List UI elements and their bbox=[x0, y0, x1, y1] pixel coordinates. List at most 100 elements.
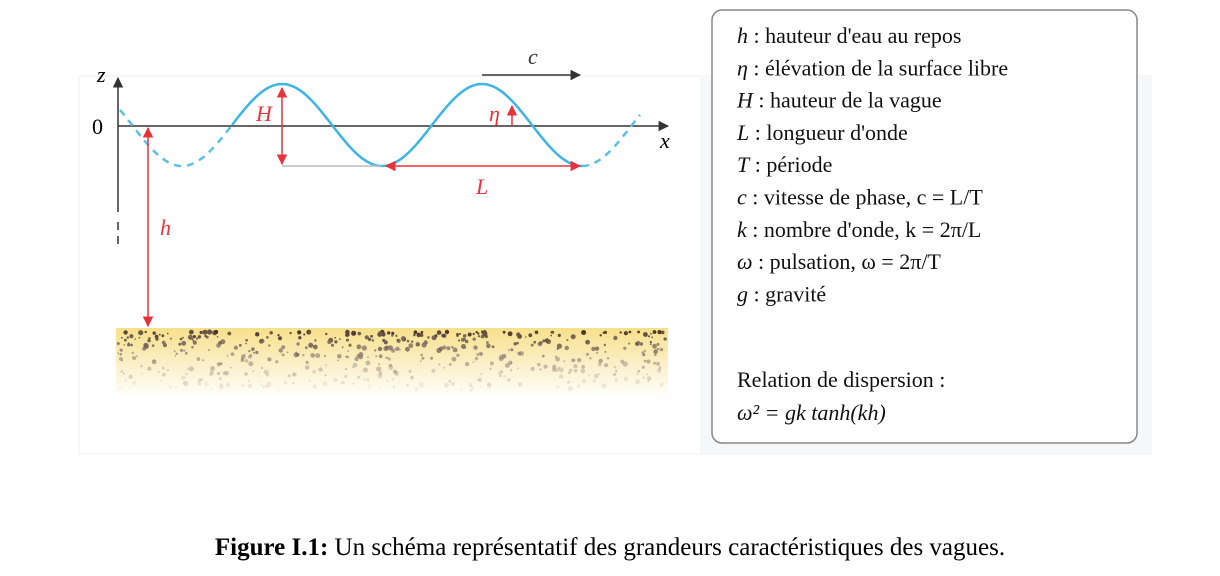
sediment-dot bbox=[623, 377, 628, 381]
sediment-dot bbox=[464, 361, 470, 367]
sediment-dot bbox=[174, 386, 178, 389]
sediment-dot bbox=[151, 359, 157, 365]
sediment-dot bbox=[200, 377, 204, 381]
sediment-dot bbox=[138, 330, 144, 336]
legend-item: g : gravité bbox=[737, 281, 826, 306]
sediment-dot bbox=[459, 387, 463, 391]
legend-text: : élévation de la surface libre bbox=[748, 55, 1008, 80]
sediment-dot bbox=[517, 382, 523, 387]
sediment-dot bbox=[395, 334, 398, 337]
sediment-dot bbox=[344, 367, 348, 371]
sediment-dot bbox=[653, 349, 658, 355]
sediment-dot bbox=[131, 351, 134, 354]
sediment-dot bbox=[259, 338, 264, 344]
sediment-dot bbox=[192, 335, 196, 339]
sediment-dot bbox=[346, 338, 349, 342]
sediment-dot bbox=[613, 366, 617, 369]
sediment-dot bbox=[303, 333, 306, 336]
sediment-dot bbox=[571, 358, 576, 363]
sediment-dot bbox=[622, 361, 628, 367]
sediment-dot bbox=[657, 368, 662, 373]
sediment-dot bbox=[292, 372, 296, 377]
sediment-dot bbox=[210, 387, 213, 390]
sediment-dot bbox=[267, 357, 272, 362]
eta-label: η bbox=[489, 101, 500, 126]
sediment-dot bbox=[421, 342, 427, 348]
sediment-dot bbox=[248, 354, 252, 359]
sediment-dot bbox=[564, 345, 569, 351]
sediment-dot bbox=[352, 382, 355, 385]
sediment-dot bbox=[266, 381, 272, 387]
sediment-dot bbox=[124, 338, 127, 342]
sediment-dot bbox=[318, 367, 323, 372]
sediment-dot bbox=[183, 349, 186, 352]
sediment-dot bbox=[556, 343, 563, 349]
sediment-dot bbox=[289, 331, 292, 335]
sediment-dot bbox=[262, 340, 265, 343]
sediment-dot bbox=[420, 330, 424, 334]
sediment-dot bbox=[551, 330, 555, 334]
sediment-dot bbox=[589, 357, 592, 360]
sediment-dot bbox=[304, 365, 310, 370]
sediment-dot bbox=[601, 383, 607, 389]
sediment-dot bbox=[191, 345, 194, 349]
sediment-dot bbox=[477, 378, 480, 382]
sediment-dot bbox=[559, 374, 564, 379]
sediment-dot bbox=[192, 339, 195, 342]
sediment-dot bbox=[325, 332, 328, 336]
sediment-dot bbox=[516, 332, 521, 337]
sediment-dot bbox=[477, 377, 483, 383]
sediment-dot bbox=[361, 345, 367, 351]
legend-item: k : nombre d'onde, k = 2π/L bbox=[737, 217, 981, 242]
sediment-dot bbox=[592, 379, 596, 383]
sediment-dot bbox=[278, 348, 283, 353]
legend-symbol: h bbox=[737, 23, 748, 48]
sediment-dot bbox=[147, 338, 151, 343]
sediment-dot bbox=[641, 351, 645, 355]
sediment-dot bbox=[356, 387, 359, 389]
sediment-dot bbox=[456, 334, 459, 337]
sediment-dot bbox=[508, 349, 510, 352]
sediment-dot bbox=[157, 371, 160, 374]
sediment-dot bbox=[315, 353, 321, 358]
sediment-dot bbox=[566, 380, 571, 384]
sediment-dot bbox=[296, 342, 300, 346]
sediment-dot bbox=[175, 352, 178, 355]
legend-symbol: η bbox=[737, 55, 748, 80]
legend-text: : longueur d'onde bbox=[749, 120, 908, 145]
sediment-dot bbox=[421, 356, 425, 360]
sediment-dot bbox=[603, 330, 608, 334]
sediment-dot bbox=[394, 370, 399, 376]
sediment-dot bbox=[334, 336, 337, 339]
sediment-dot bbox=[144, 330, 147, 334]
legend-text: : hauteur de la vague bbox=[753, 88, 942, 113]
sediment-dot bbox=[418, 382, 424, 388]
sediment-dot bbox=[335, 340, 337, 343]
sediment-dot bbox=[119, 348, 123, 352]
sediment-dot bbox=[364, 335, 369, 340]
sediment-dot bbox=[367, 337, 372, 341]
sediment-dot bbox=[323, 354, 326, 357]
sediment-dot bbox=[287, 374, 291, 378]
sediment-dot bbox=[130, 343, 134, 347]
sediment-dot bbox=[244, 372, 249, 376]
sediment-dot bbox=[202, 359, 205, 362]
sediment-dot bbox=[570, 387, 574, 390]
sediment-dot bbox=[354, 356, 359, 362]
sediment-dot bbox=[569, 368, 573, 372]
sediment-dot bbox=[506, 377, 511, 382]
sediment-dot bbox=[557, 333, 561, 337]
sediment-dot bbox=[378, 387, 381, 390]
sediment-dot bbox=[591, 346, 596, 352]
sediment-dot bbox=[197, 335, 202, 339]
sediment-dot bbox=[464, 346, 467, 349]
sediment-dot bbox=[174, 355, 177, 357]
sediment-dot bbox=[647, 335, 651, 338]
sediment-dot bbox=[252, 370, 255, 372]
sediment-dot bbox=[386, 379, 389, 382]
sediment-dot bbox=[502, 330, 506, 334]
sediment-dot bbox=[398, 381, 401, 384]
sediment-dot bbox=[226, 382, 231, 388]
sediment-dot bbox=[465, 339, 469, 344]
sediment-dot bbox=[391, 334, 394, 337]
